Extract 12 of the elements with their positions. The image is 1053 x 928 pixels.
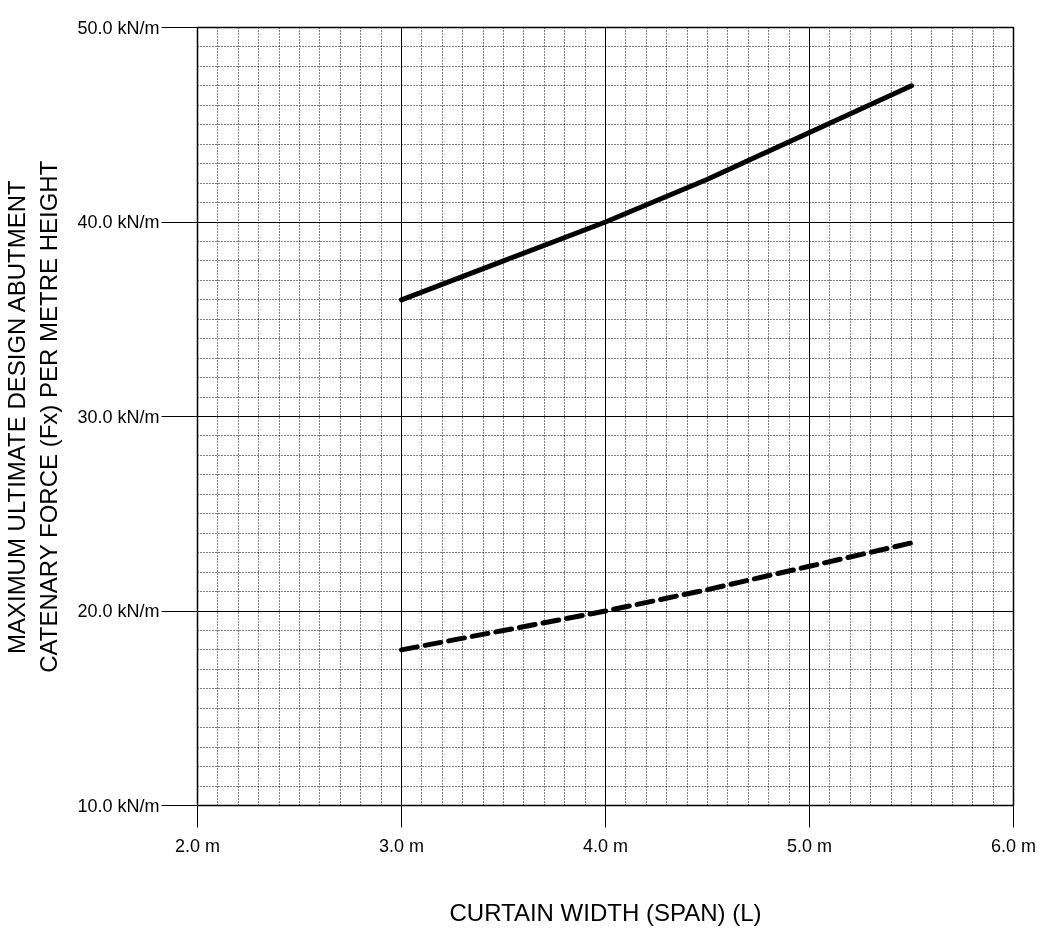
y-axis-title: MAXIMUM ULTIMATE DESIGN ABUTMENT CATENARY FORCE (Fx) PER METRE HEIGHT [3,160,63,673]
x-tick-label: 6.0 m [990,835,1037,856]
y-tick-label: 40.0 kN/m [77,212,160,232]
y-tick-label: 10.0 kN/m [77,795,160,816]
x-tick-label: 5.0 m [786,835,833,856]
x-axis-title: CURTAIN WIDTH (SPAN) (L) [449,898,762,926]
y-tick-label: 20.0 kN/m [77,601,160,621]
y-tick-label: 30.0 kN/m [77,406,160,427]
x-tick-label: 4.0 m [582,835,629,856]
x-tick-label: 3.0 m [378,835,425,856]
x-tick-label: 2.0 m [174,835,221,856]
y-tick-label: 50.0 kN/m [77,17,160,38]
